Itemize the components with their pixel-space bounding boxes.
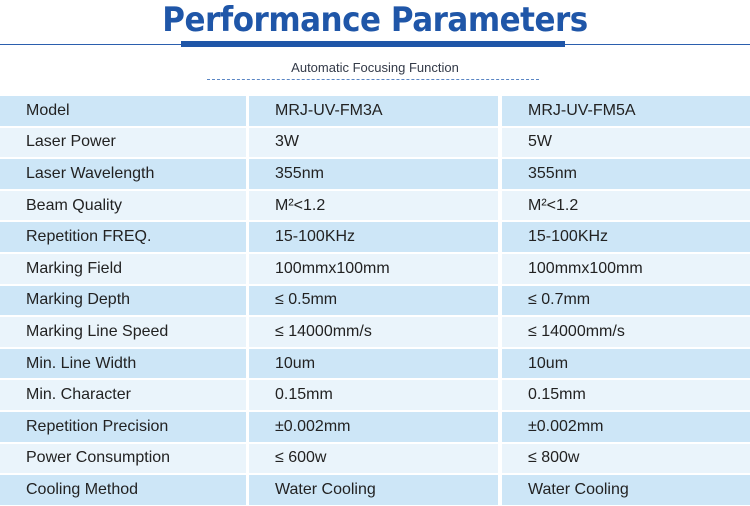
parameter-label: Min. Character: [0, 380, 246, 410]
fm5a-value: ±0.002mm: [502, 411, 750, 442]
parameter-label: Power Consumption: [0, 443, 246, 474]
title-underline-thick: [181, 41, 565, 47]
parameter-label: Repetition FREQ.: [0, 222, 246, 252]
parameter-label: Cooling Method: [0, 475, 246, 505]
parameter-label: Marking Depth: [0, 285, 246, 316]
parameter-label: Laser Wavelength: [0, 159, 246, 189]
table-row: Laser Wavelength 355nm 355nm: [0, 158, 750, 190]
page-subtitle: Automatic Focusing Function: [291, 60, 459, 75]
parameters-table: Model MRJ-UV-FM3A MRJ-UV-FM5A Laser Powe…: [0, 95, 750, 506]
table-row: Marking Depth ≤ 0.5mm ≤ 0.7mm: [0, 285, 750, 317]
parameter-label: Repetition Precision: [0, 411, 246, 442]
parameter-label: Marking Field: [0, 253, 246, 284]
fm3a-value: 100mmx100mm: [249, 253, 498, 284]
fm5a-value: ≤ 800w: [502, 443, 750, 474]
parameter-label: Laser Power: [0, 127, 246, 158]
fm3a-value: 0.15mm: [249, 380, 498, 410]
fm5a-value: 0.15mm: [502, 380, 750, 410]
fm5a-value: ≤ 14000mm/s: [502, 317, 750, 347]
table-row: Power Consumption ≤ 600w ≤ 800w: [0, 443, 750, 475]
fm5a-value: 10um: [502, 348, 750, 379]
table-row: Repetition Precision ±0.002mm ±0.002mm: [0, 411, 750, 443]
page-title: Performance Parameters: [162, 0, 588, 40]
table-row: Laser Power 3W 5W: [0, 127, 750, 159]
parameter-label: Marking Line Speed: [0, 317, 246, 347]
fm5a-value: M²<1.2: [502, 190, 750, 221]
table-row: Min. Character 0.15mm 0.15mm: [0, 379, 750, 411]
table-row: Beam Quality M²<1.2 M²<1.2: [0, 190, 750, 222]
subtitle-dashed-rule: [207, 79, 539, 80]
fm5a-value: 5W: [502, 127, 750, 158]
fm3a-value: ≤ 14000mm/s: [249, 317, 498, 347]
parameter-label: Min. Line Width: [0, 348, 246, 379]
parameter-label: Model: [0, 96, 246, 126]
fm5a-value: 355nm: [502, 159, 750, 189]
fm3a-value: ±0.002mm: [249, 411, 498, 442]
table-row: Repetition FREQ. 15-100KHz 15-100KHz: [0, 221, 750, 253]
fm3a-value: 355nm: [249, 159, 498, 189]
fm5a-value: ≤ 0.7mm: [502, 285, 750, 316]
table-row: Marking Field 100mmx100mm 100mmx100mm: [0, 253, 750, 285]
fm5a-value: MRJ-UV-FM5A: [502, 96, 750, 126]
fm5a-value: Water Cooling: [502, 475, 750, 505]
table-row: Min. Line Width 10um 10um: [0, 348, 750, 380]
fm3a-value: MRJ-UV-FM3A: [249, 96, 498, 126]
fm3a-value: M²<1.2: [249, 190, 498, 221]
fm3a-value: 10um: [249, 348, 498, 379]
fm5a-value: 100mmx100mm: [502, 253, 750, 284]
fm3a-value: ≤ 0.5mm: [249, 285, 498, 316]
table-row: Marking Line Speed ≤ 14000mm/s ≤ 14000mm…: [0, 316, 750, 348]
table-row: Cooling Method Water Cooling Water Cooli…: [0, 474, 750, 506]
fm3a-value: 15-100KHz: [249, 222, 498, 252]
table-row: Model MRJ-UV-FM3A MRJ-UV-FM5A: [0, 95, 750, 127]
fm3a-value: ≤ 600w: [249, 443, 498, 474]
fm5a-value: 15-100KHz: [502, 222, 750, 252]
parameter-label: Beam Quality: [0, 190, 246, 221]
fm3a-value: 3W: [249, 127, 498, 158]
fm3a-value: Water Cooling: [249, 475, 498, 505]
